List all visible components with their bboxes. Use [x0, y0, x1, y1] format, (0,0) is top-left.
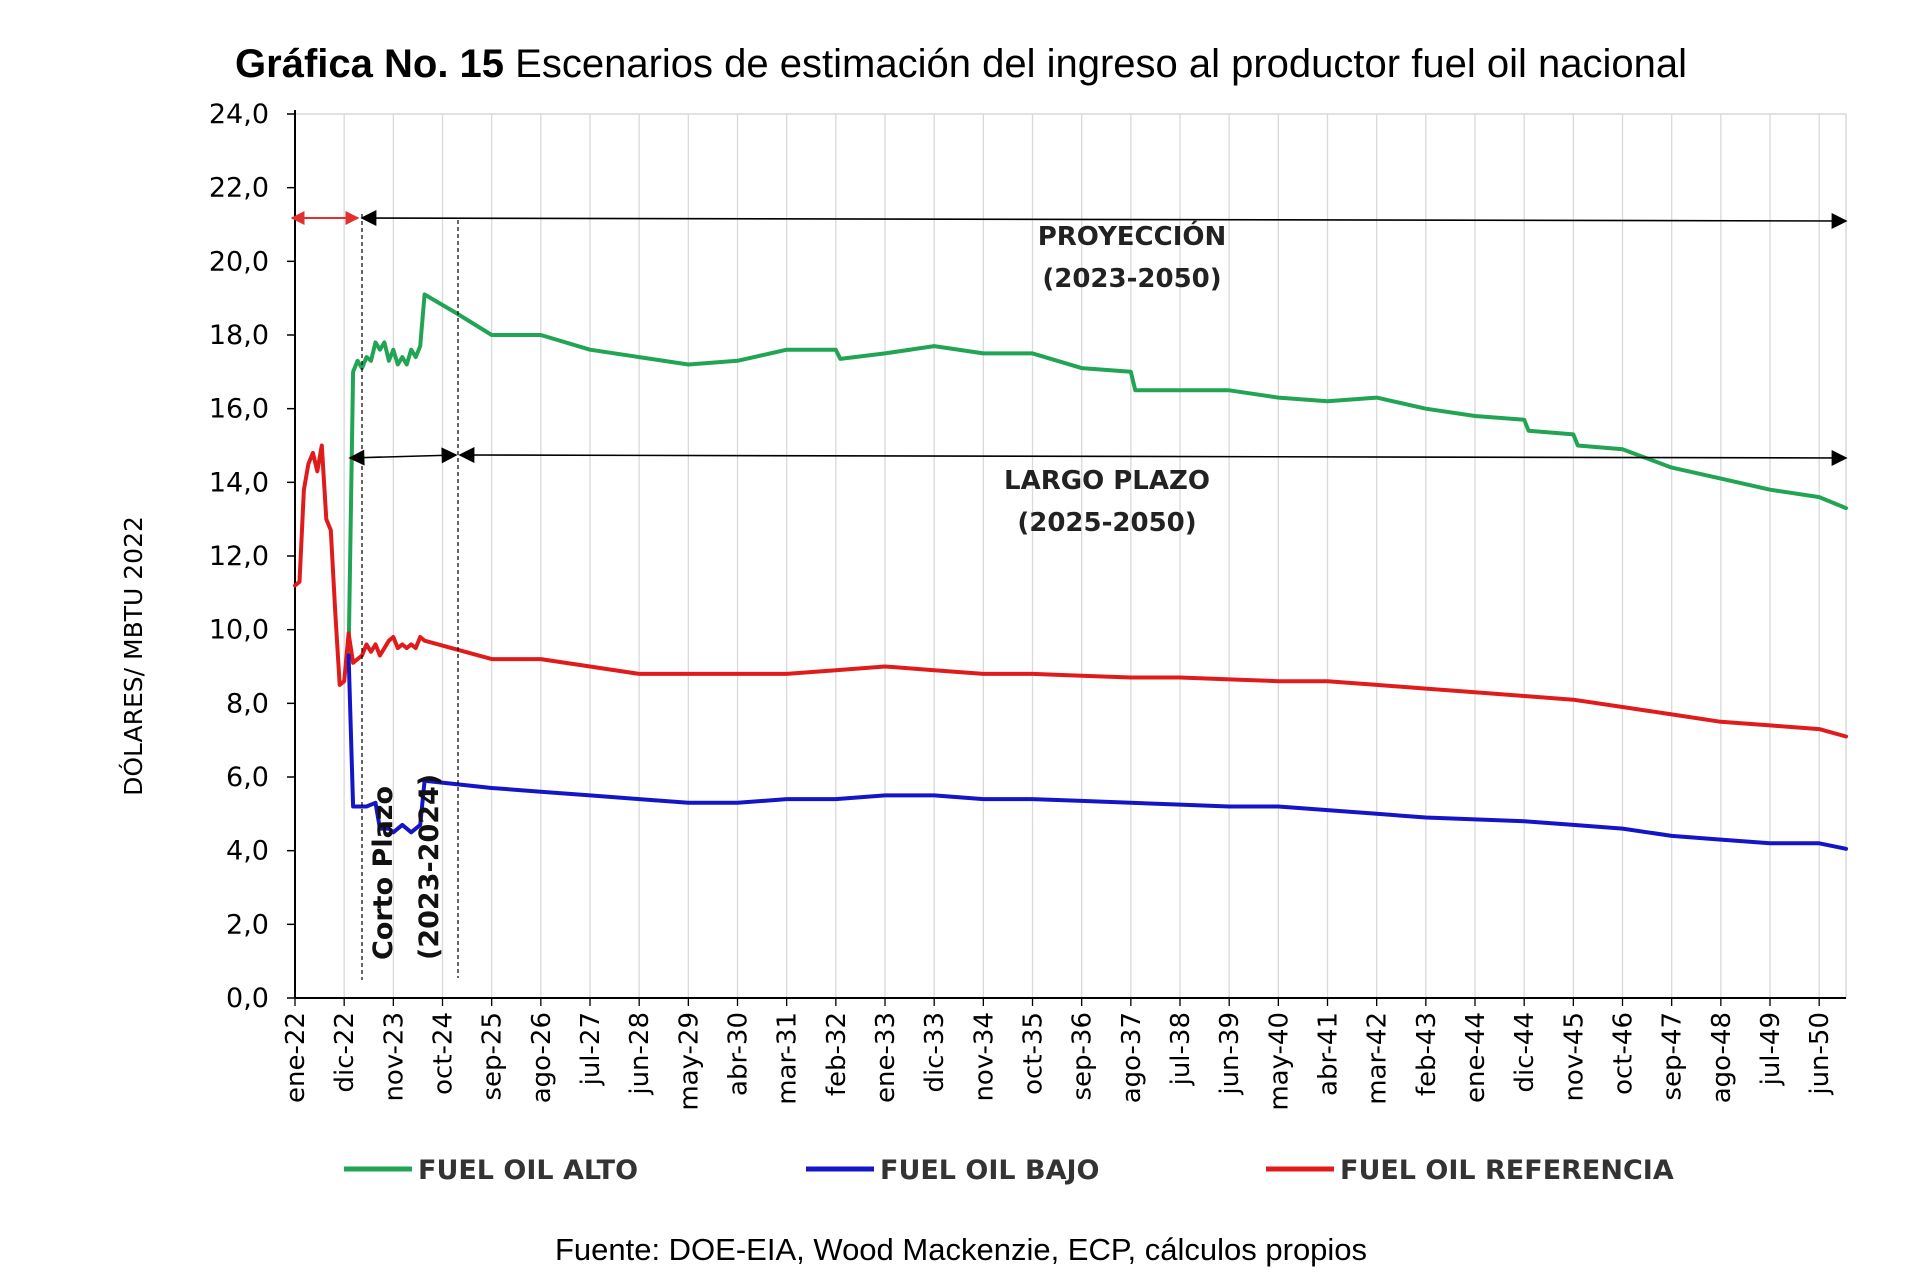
yticks-layer: 0,0 2,0 4,0 6,0 8,0 10,0 12,0 14,0 16,0 18,0 20,0 2…: [209, 99, 269, 1014]
proyeccion-label: PROYECCIÓN: [1038, 220, 1227, 252]
y-tick-label: 6,0: [226, 762, 269, 793]
corto-plazo-range: (2023-2024): [414, 774, 445, 960]
legend-label-referencia: FUEL OIL REFERENCIA: [1340, 1155, 1674, 1186]
y-tick-label: 12,0: [209, 541, 269, 572]
y-tick-label: 20,0: [209, 246, 269, 277]
x-tick-label: ago-37: [1117, 1012, 1147, 1103]
source-note: Fuente: DOE-EIA, Wood Mackenzie, ECP, cá…: [554, 1232, 1368, 1267]
axes-layer: [287, 110, 1847, 1006]
x-tick-label: dic-44: [1510, 1012, 1540, 1093]
xticks-layer: ene-22 dic-22 nov-23 oct-24 sep-25 ago-26 jul-…: [281, 1012, 1835, 1111]
x-tick-label: oct-46: [1609, 1012, 1639, 1095]
x-tick-label: jul-49: [1756, 1012, 1786, 1086]
y-tick-label: 14,0: [209, 467, 269, 498]
series-line-0: [346, 292, 1848, 658]
x-tick-label: dic-22: [330, 1012, 360, 1093]
x-tick-label: nov-45: [1559, 1012, 1589, 1102]
series-line-2: [293, 443, 1848, 739]
proyeccion-arrow: [360, 210, 1848, 229]
x-tick-label: oct-24: [429, 1012, 459, 1095]
x-tick-label: abr-30: [724, 1012, 754, 1096]
x-tick-label: ene-33: [871, 1012, 901, 1103]
y-tick-label: 18,0: [209, 320, 269, 351]
x-tick-label: feb-32: [822, 1012, 852, 1096]
x-tick-label: may-29: [674, 1012, 704, 1111]
x-tick-label: mar-42: [1363, 1012, 1393, 1105]
x-tick-label: dic-33: [920, 1012, 950, 1093]
x-tick-label: sep-47: [1658, 1012, 1688, 1101]
y-tick-label: 22,0: [209, 173, 269, 204]
series-layer: [293, 292, 1848, 851]
x-tick-label: jun-39: [1215, 1012, 1245, 1096]
x-tick-label: may-40: [1264, 1012, 1294, 1111]
x-tick-label: sep-36: [1068, 1012, 1098, 1101]
corto-plazo-arrow: [348, 447, 458, 466]
x-tick-label: abr-41: [1314, 1012, 1344, 1096]
proyeccion-range: (2023-2050): [1042, 264, 1221, 294]
corto-plazo-label: Corto Plazo: [368, 786, 399, 960]
x-tick-label: nov-34: [969, 1012, 999, 1102]
x-tick-label: ago-26: [527, 1012, 557, 1103]
x-tick-label: jun-50: [1805, 1012, 1835, 1096]
x-tick-label: ago-48: [1707, 1012, 1737, 1103]
x-tick-label: nov-23: [379, 1012, 409, 1102]
y-tick-label: 16,0: [209, 394, 269, 425]
legend-label-bajo: FUEL OIL BAJO: [880, 1155, 1100, 1186]
series-line-1: [346, 653, 1848, 851]
y-tick-label: 2,0: [226, 909, 269, 940]
y-tick-label: 8,0: [226, 688, 269, 719]
y-axis-label: DÓLARES/ MBTU 2022: [118, 516, 148, 796]
x-tick-label: sep-25: [478, 1012, 508, 1101]
grid-layer: [294, 114, 1820, 998]
y-tick-label: 4,0: [226, 836, 269, 867]
largo-plazo-label: LARGO PLAZO: [1004, 466, 1210, 496]
x-tick-label: feb-43: [1412, 1012, 1442, 1096]
annotation-layer: PROYECCIÓN (2023-2050) LARGO PLAZO (2025…: [290, 210, 1848, 980]
x-tick-label: oct-35: [1019, 1012, 1049, 1095]
x-tick-label: ene-44: [1461, 1012, 1491, 1103]
chart-title: Gráfica No. 15 Escenarios de estimación …: [0, 42, 1922, 87]
largo-plazo-arrow: [458, 447, 1848, 466]
x-tick-label: ene-22: [281, 1012, 311, 1103]
x-tick-label: jun-28: [625, 1012, 655, 1096]
chart-title-rest: Escenarios de estimación del ingreso al …: [504, 42, 1687, 86]
legend-label-alto: FUEL OIL ALTO: [418, 1155, 638, 1186]
x-tick-label: jul-27: [576, 1012, 606, 1086]
y-tick-label: 10,0: [209, 615, 269, 646]
x-tick-label: jul-38: [1166, 1012, 1196, 1086]
largo-plazo-range: (2025-2050): [1017, 508, 1196, 538]
chart-title-prefix: Gráfica No. 15: [235, 42, 505, 86]
x-tick-label: mar-31: [773, 1012, 803, 1105]
y-tick-label: 24,0: [209, 99, 269, 130]
y-tick-label: 0,0: [226, 983, 269, 1014]
legend: FUEL OIL ALTO FUEL OIL BAJO FUEL OIL REF…: [344, 1155, 1674, 1186]
